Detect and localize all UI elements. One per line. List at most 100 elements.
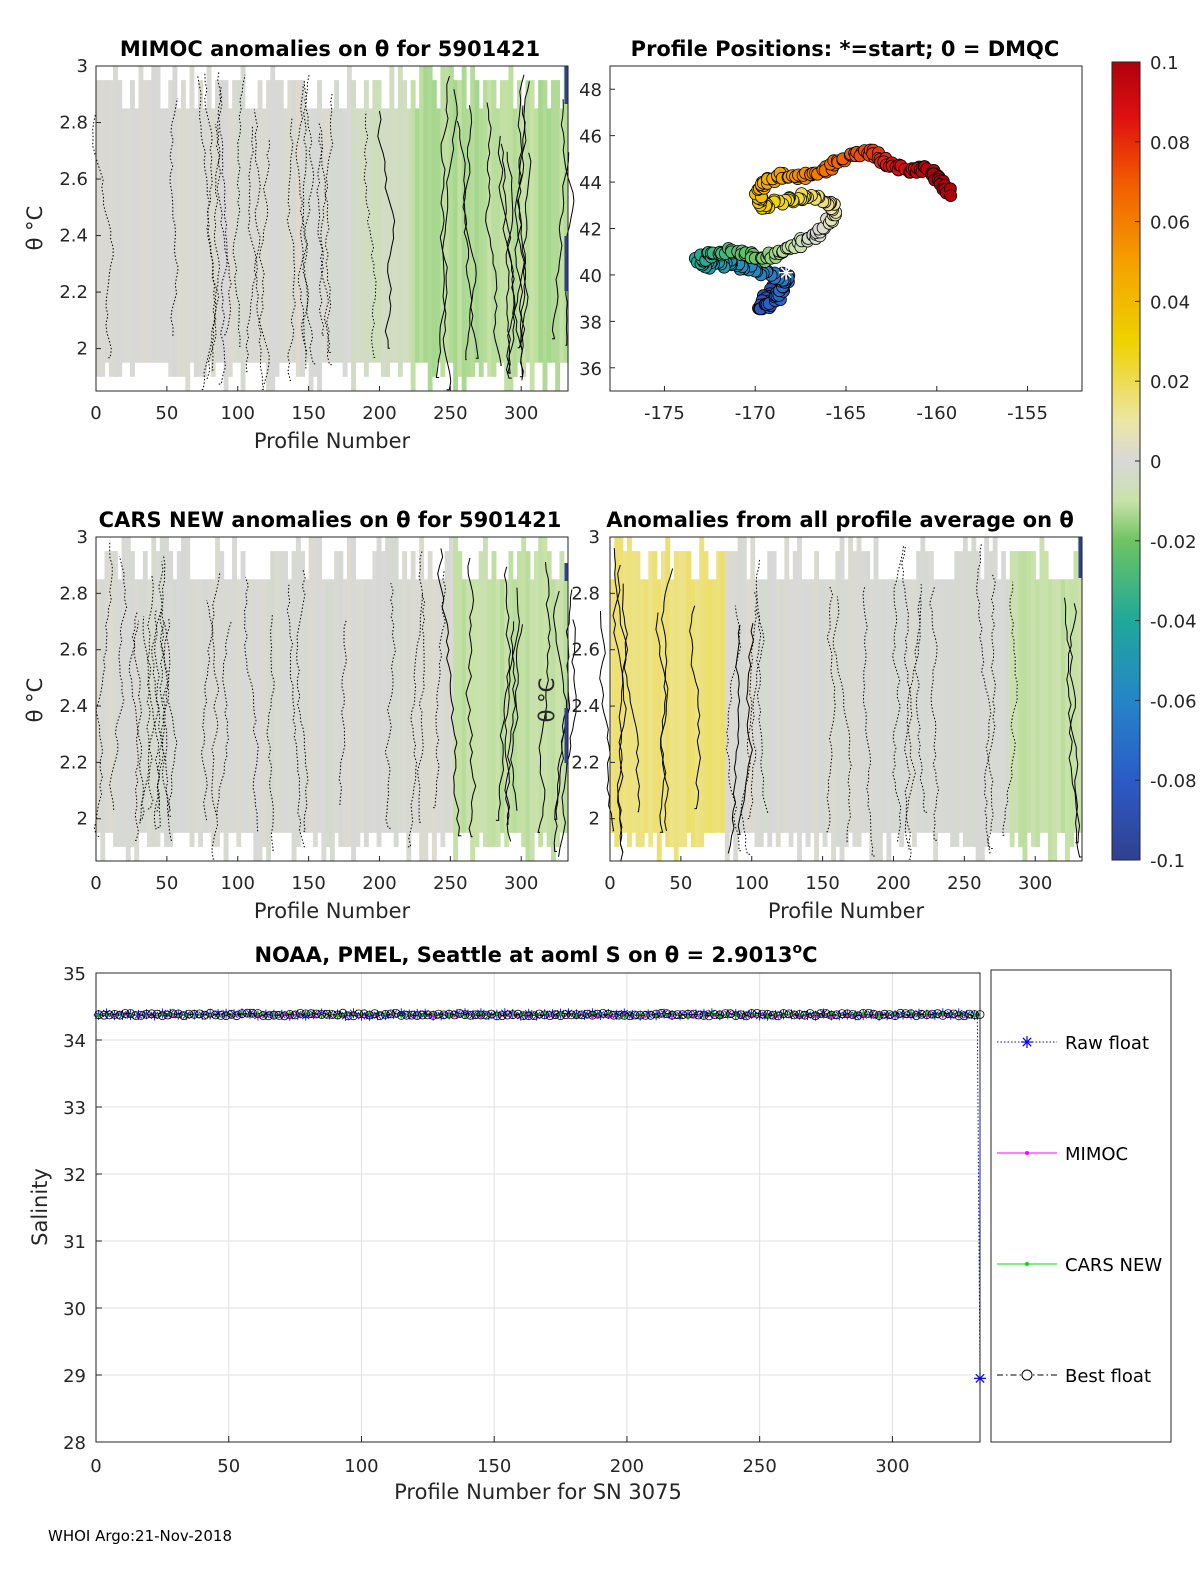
anomaly-cell — [529, 579, 535, 861]
anomaly-cell — [147, 579, 152, 847]
anomaly-cell — [108, 551, 114, 833]
series-marker — [813, 1013, 818, 1017]
anomaly-cell — [440, 66, 446, 377]
colorbar-tick-label: 0.06 — [1150, 213, 1190, 234]
series-marker — [662, 1009, 672, 1018]
series-marker — [152, 1009, 162, 1019]
cars-x-label: Profile Number — [254, 899, 411, 923]
contour-line — [976, 544, 994, 849]
series-marker — [641, 1010, 650, 1020]
anomaly-cell — [686, 551, 692, 833]
series-marker — [471, 1010, 481, 1020]
x-tick-label: 0 — [604, 873, 615, 894]
y-tick-label: 2.8 — [59, 113, 88, 134]
x-tick-label: -175 — [644, 403, 685, 424]
series-marker — [874, 1011, 884, 1020]
series-marker — [720, 1009, 730, 1018]
series-marker — [205, 1008, 215, 1018]
anomaly-cell — [257, 579, 263, 861]
average-heatmap — [610, 537, 1083, 861]
contour-line — [109, 556, 128, 810]
contour-line — [286, 584, 305, 848]
y-tick-label: 2.4 — [571, 696, 600, 717]
series-marker — [391, 1009, 401, 1018]
contour-line — [363, 111, 377, 358]
anomaly-cell — [249, 108, 254, 363]
anomaly-cell — [385, 537, 391, 833]
salinity-x-label: Profile Number for SN 3075 — [394, 1480, 682, 1504]
contour-line — [983, 574, 996, 854]
y-tick-label: 3 — [77, 56, 88, 77]
anomaly-cell — [703, 551, 709, 833]
series-marker — [253, 1009, 263, 1018]
anomaly-cell — [236, 579, 242, 847]
anomaly-cell — [656, 579, 662, 861]
anomaly-cell — [941, 579, 947, 833]
anomaly-cell — [312, 108, 318, 377]
series-marker — [503, 1010, 512, 1020]
x-tick-label: -155 — [1007, 403, 1048, 424]
anomaly-cell — [240, 66, 246, 391]
anomaly-cell — [487, 579, 493, 847]
series-marker — [556, 1011, 565, 1020]
contour-line — [558, 619, 577, 857]
series-marker — [511, 1012, 515, 1017]
anomaly-cell — [894, 579, 900, 833]
anomaly-cell — [907, 579, 913, 833]
anomaly-cell — [342, 579, 348, 847]
anomaly-cell — [278, 80, 284, 363]
anomaly-cell — [661, 551, 666, 833]
anomaly-cell — [308, 537, 314, 833]
legend-item-best-float: Best float — [997, 1366, 1151, 1387]
anomaly-cell — [414, 108, 420, 363]
anomaly-cell — [933, 579, 939, 861]
anomaly-cell — [843, 579, 849, 847]
contour-line — [142, 616, 161, 828]
series-marker — [588, 1010, 597, 1020]
anomaly-cell — [950, 579, 956, 847]
anomaly-cell — [329, 579, 335, 861]
series-marker — [915, 1009, 923, 1018]
anomaly-cell — [470, 66, 476, 377]
series-marker — [773, 1011, 783, 1021]
anomaly-cell — [1022, 551, 1028, 861]
anomaly-cell — [563, 66, 569, 363]
series-marker — [386, 1009, 396, 1019]
x-tick-label: 250 — [947, 873, 981, 894]
anomaly-cell — [100, 579, 106, 861]
anomaly-cell — [504, 579, 510, 847]
anomaly-cell — [142, 80, 148, 363]
anomaly-cell — [206, 66, 212, 363]
series-marker — [370, 1009, 380, 1018]
series-marker — [949, 1009, 958, 1019]
anomaly-cell — [792, 551, 798, 833]
anomaly-cell — [138, 66, 144, 363]
mimoc-y-label: θ °C — [23, 206, 47, 251]
series-marker — [168, 1009, 178, 1019]
y-tick-label: 34 — [63, 1031, 86, 1052]
contour-line — [439, 75, 452, 391]
anomaly-cell — [227, 108, 233, 377]
series-marker — [423, 1010, 433, 1020]
series-marker — [688, 1009, 698, 1019]
legend-item-mimoc: MIMOC — [997, 1144, 1128, 1165]
anomaly-cell — [814, 551, 819, 861]
anomaly-cell — [690, 579, 696, 847]
mimoc-axes-frame — [95, 65, 569, 392]
anomaly-cell — [873, 537, 879, 861]
series-marker — [590, 1014, 595, 1019]
series-marker — [479, 1012, 483, 1016]
anomaly-cell — [440, 579, 446, 847]
x-tick-label: 200 — [610, 1456, 644, 1477]
x-tick-label: 0 — [90, 1456, 101, 1477]
contour-line — [92, 111, 114, 359]
series-marker — [163, 1010, 173, 1020]
mimoc-x-label: Profile Number — [254, 429, 411, 453]
average-title: Anomalies from all profile average on θ — [606, 508, 1074, 532]
anomaly-cell — [716, 551, 722, 833]
anomaly-cell — [669, 579, 675, 847]
contour-line — [200, 599, 213, 821]
contour-line — [517, 152, 532, 349]
anomaly-cell — [372, 551, 378, 833]
anomaly-cell — [822, 579, 828, 847]
